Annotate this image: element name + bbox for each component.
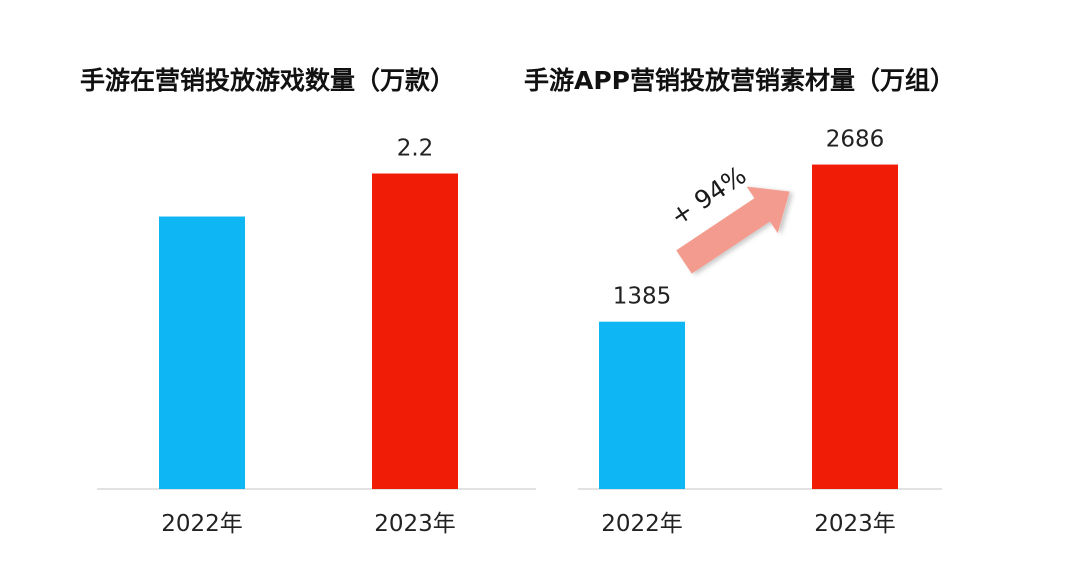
- growth-arrow-shape: [676, 186, 790, 274]
- chart-left-tick-2022: 2022年: [161, 511, 243, 537]
- chart-right-tick-2022: 2022年: [601, 511, 683, 537]
- chart-left-tick-2023: 2023年: [374, 511, 456, 537]
- chart-right-bar-2023: [812, 164, 898, 489]
- chart-right-bar-2022: [599, 321, 685, 489]
- chart-right-title: 手游APP营销投放营销素材量（万组）: [524, 66, 955, 95]
- chart-left-value-label-2023: 2.2: [397, 136, 434, 162]
- chart-left-bar-2022: [159, 216, 245, 489]
- chart-right-value-label-2022: 1385: [613, 284, 672, 310]
- chart-left-title: 手游在营销投放游戏数量（万款）: [80, 66, 455, 95]
- chart-right-value-label-2023: 2686: [826, 127, 885, 153]
- chart-left: 手游在营销投放游戏数量（万款） 2.2 2022年 2023年: [80, 66, 536, 537]
- growth-arrow-icon: [676, 186, 790, 274]
- chart-right: 手游APP营销投放营销素材量（万组） 1385 2686 2022年 2023年…: [524, 66, 955, 537]
- chart-right-tick-2023: 2023年: [814, 511, 896, 537]
- chart-left-bar-2023: [372, 173, 458, 490]
